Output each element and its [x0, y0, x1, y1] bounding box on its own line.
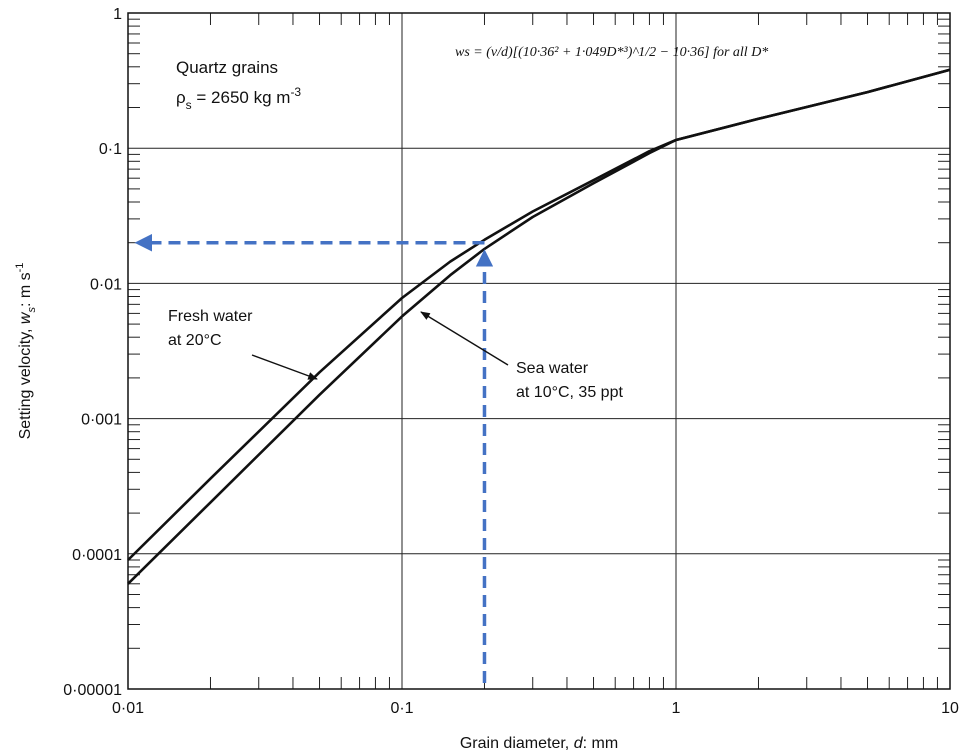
density-exponent: -3	[290, 85, 301, 99]
y-tick-label: 0·1	[99, 141, 122, 158]
y-tick-labels: 0·00001 0·0001 0·001 0·01 0·1 1	[63, 6, 122, 699]
blue-guide-lines	[134, 233, 494, 683]
y-axis-title-var: w	[17, 311, 34, 324]
annotation-fresh-water: Fresh water at 20°C	[168, 308, 257, 349]
x-tick-labels: 0·01 0·1 1 10	[112, 700, 959, 717]
y-tick-label: 0·00001	[63, 682, 122, 699]
x-axis-title-var: d	[574, 735, 584, 752]
annotation-sea-line2: at 10°C, 35 ppt	[516, 384, 623, 401]
annotation-sea-water: Sea water at 10°C, 35 ppt	[516, 360, 623, 401]
y-axis-title-exp: -1	[14, 263, 26, 273]
y-axis-title: Setting velocity, ws: m s-1	[14, 263, 38, 440]
y-axis-title-text: Setting velocity,	[17, 324, 34, 439]
x-axis-title-text: Grain diameter,	[460, 735, 574, 752]
grid	[127, 12, 951, 690]
text-block-line1: Quartz grains	[176, 58, 278, 77]
annotation-fresh-line2: at 20°C	[168, 332, 222, 349]
arrow-sea-water	[420, 311, 509, 366]
rho-subscript: s	[186, 98, 192, 112]
x-tick-label: 10	[941, 700, 959, 717]
annotation-sea-line1: Sea water	[516, 360, 589, 377]
plot-frame	[127, 12, 951, 690]
minor-ticks	[128, 13, 950, 689]
y-tick-label: 0·0001	[72, 547, 122, 564]
density-value: = 2650 kg m	[192, 88, 291, 107]
arrow-fresh-water	[251, 354, 318, 380]
y-tick-label: 0·001	[81, 412, 122, 429]
y-axis-title-unit: : m s	[17, 272, 34, 307]
x-axis-title-unit: : mm	[583, 735, 619, 752]
text-block-line2: ρs = 2650 kg m-3	[176, 85, 301, 112]
series-layer	[127, 68, 951, 585]
annotation-fresh-line1: Fresh water	[168, 308, 253, 325]
series-sea-water-line	[127, 68, 951, 585]
x-axis-title: Grain diameter, d: mm	[460, 735, 618, 752]
x-tick-label: 1	[672, 700, 681, 717]
x-tick-label: 0·01	[112, 700, 144, 717]
rho-symbol: ρ	[176, 88, 186, 107]
x-tick-label: 0·1	[390, 700, 413, 717]
y-tick-label: 0·01	[90, 276, 122, 293]
y-tick-label: 1	[113, 6, 122, 23]
formula-text: ws = (ν/d)[(10·36² + 1·049D*³)^1/2 − 10·…	[455, 45, 768, 60]
y-axis-title-sub: s	[26, 307, 38, 313]
